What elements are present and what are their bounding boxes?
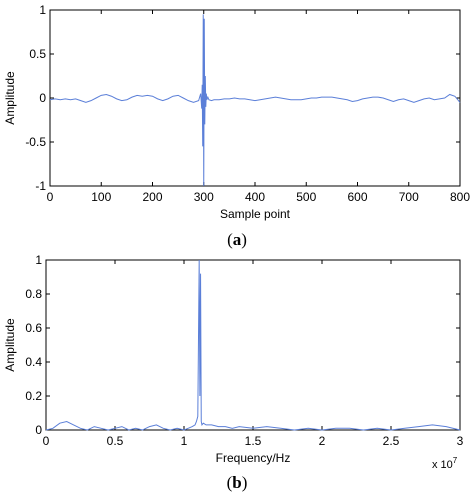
y-axis-label-a: Amplitude xyxy=(3,71,17,125)
y-tick-label-b-1: 0.2 xyxy=(25,389,42,403)
caption-b-close: ) xyxy=(242,473,248,492)
series-line-a xyxy=(49,14,461,187)
x-tick-label-b-1: 0.5 xyxy=(107,434,124,448)
y-tick-label-a-1: -0.5 xyxy=(25,135,46,149)
x-ticks-a: 0 100 200 300 400 500 600 700 800 xyxy=(47,10,470,204)
x-ticks-b: 0 0.5 1 1.5 2 2.5 3 xyxy=(43,260,464,448)
x-tick-label-b-2: 1 xyxy=(181,434,188,448)
x-tick-label-b-0: 0 xyxy=(43,434,50,448)
y-ticks-b: 0 0.2 0.4 0.6 0.8 1 xyxy=(25,253,460,437)
y-tick-label-a-4: 1 xyxy=(39,3,46,17)
y-tick-label-b-3: 0.6 xyxy=(25,321,42,335)
series-line-b xyxy=(45,259,461,431)
x-tick-label-a-4: 400 xyxy=(245,190,265,204)
plot-area-b xyxy=(45,259,461,431)
x-tick-label-b-4: 2 xyxy=(319,434,326,448)
caption-a-close: ) xyxy=(241,230,247,249)
x-tick-label-a-5: 500 xyxy=(296,190,316,204)
panel-b: 0 0.5 1 1.5 2 2.5 3 0 0.2 0.4 0.6 0.8 1 Frequency/H… xyxy=(3,253,464,492)
y-tick-label-b-4: 0.8 xyxy=(25,287,42,301)
caption-a: (a) xyxy=(227,230,247,249)
y-ticks-a: -1 -0.5 0 0.5 1 xyxy=(25,3,460,193)
x-multiplier-exponent: 7 xyxy=(453,456,458,465)
caption-a-open: ( xyxy=(227,230,233,249)
x-tick-label-b-3: 1.5 xyxy=(245,434,262,448)
x-tick-label-a-6: 600 xyxy=(347,190,367,204)
caption-a-letter: a xyxy=(233,230,242,249)
y-tick-label-b-5: 1 xyxy=(35,253,42,267)
x-tick-label-b-5: 2.5 xyxy=(383,434,400,448)
x-multiplier-base: x 10 xyxy=(432,459,453,471)
y-tick-label-b-2: 0.4 xyxy=(25,355,42,369)
x-tick-label-a-0: 0 xyxy=(47,190,54,204)
plot-area-a xyxy=(49,9,461,187)
y-tick-label-a-2: 0 xyxy=(39,91,46,105)
x-tick-label-a-2: 200 xyxy=(142,190,162,204)
y-tick-label-a-0: -1 xyxy=(35,179,46,193)
caption-b-letter: b xyxy=(232,473,241,492)
panel-a: 0 100 200 300 400 500 600 700 800 -1 -0.5 0 0.5 1 Sa… xyxy=(3,3,470,249)
y-tick-label-a-3: 0.5 xyxy=(29,47,46,61)
y-axis-label-b: Amplitude xyxy=(3,318,17,372)
x-tick-label-a-7: 700 xyxy=(399,190,419,204)
y-tick-label-b-0: 0 xyxy=(35,423,42,437)
x-axis-label-b: Frequency/Hz xyxy=(216,451,291,465)
x-tick-label-a-3: 300 xyxy=(194,190,214,204)
x-tick-label-b-6: 3 xyxy=(457,434,464,448)
x-tick-label-a-8: 800 xyxy=(450,190,470,204)
x-axis-multiplier-b: x 107 xyxy=(432,456,458,471)
x-axis-label-a: Sample point xyxy=(220,207,291,221)
caption-b: (b) xyxy=(227,473,248,492)
caption-b-open: ( xyxy=(227,473,233,492)
x-tick-label-a-1: 100 xyxy=(91,190,111,204)
